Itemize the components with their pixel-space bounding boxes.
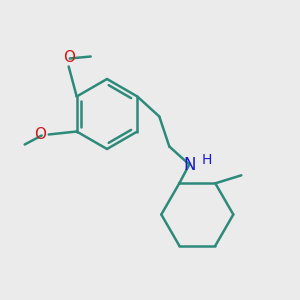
Text: N: N — [183, 155, 196, 173]
Text: O: O — [34, 127, 46, 142]
Text: O: O — [63, 50, 75, 65]
Text: H: H — [201, 154, 212, 167]
